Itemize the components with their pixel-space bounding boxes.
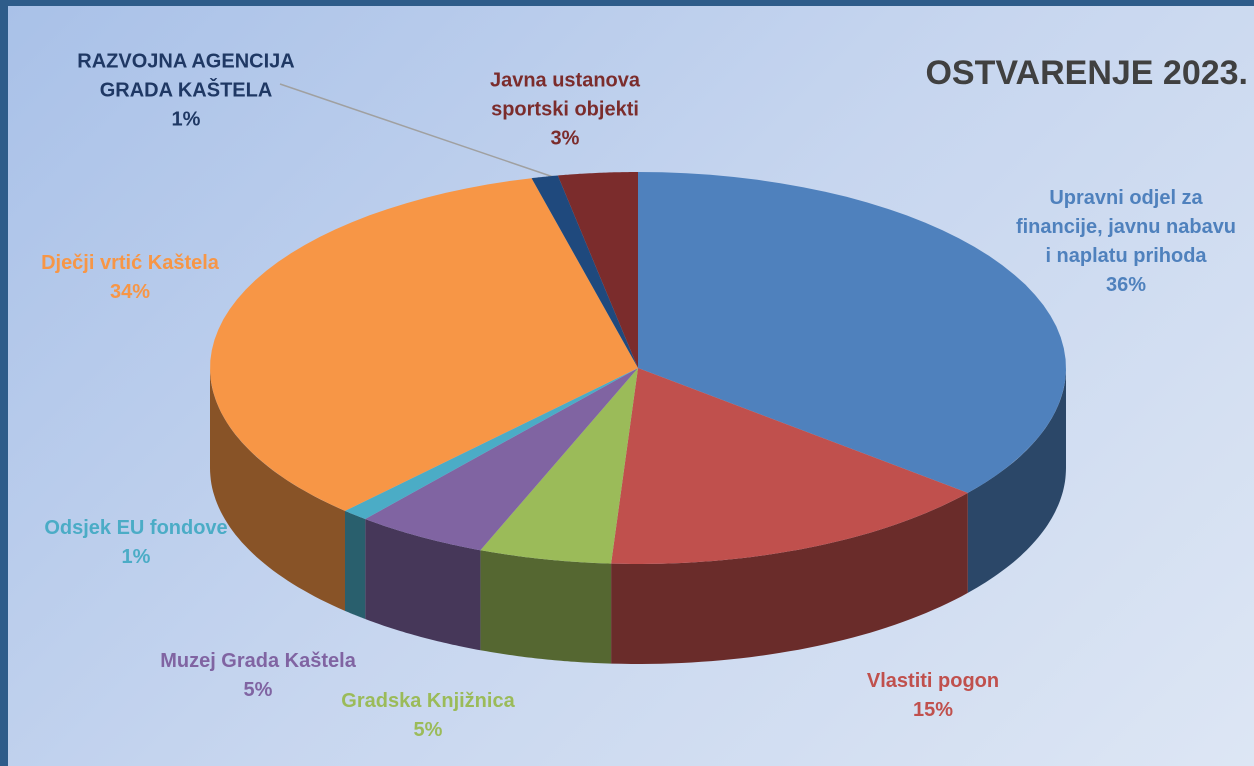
category-label: Vlastiti pogon <box>866 670 1000 692</box>
pie-side <box>967 368 1066 593</box>
slice-label: Upravni odjel za financije, javnu nabavu… <box>1011 184 1241 300</box>
slice-label: Vlastiti pogon 15% <box>818 667 1048 725</box>
pie-side <box>210 368 345 611</box>
pie-slice <box>531 175 638 368</box>
pie-side <box>480 550 612 664</box>
pie-slice <box>480 368 638 564</box>
pie-side <box>611 492 968 664</box>
value-label: 5% <box>243 679 273 701</box>
chart-title: OSTVARENJE 2023. <box>925 54 1248 92</box>
value-label: 3% <box>550 127 580 150</box>
value-label: 15% <box>912 699 954 721</box>
category-label: Gradska Knjižnica <box>341 690 515 712</box>
pie-slice <box>611 368 968 564</box>
pie-side <box>345 510 366 619</box>
category-label: Muzej Grada Kaštela <box>160 650 356 672</box>
category-label: Odsjek EU fondove <box>44 517 228 539</box>
value-label: 36% <box>1105 274 1147 296</box>
pie-slice <box>345 368 638 519</box>
category-label: Upravni odjel za financije, javnu nabavu… <box>1015 187 1237 267</box>
pie-slice <box>210 178 638 511</box>
slice-label: Dječji vrtić Kaštela 34% <box>10 249 250 307</box>
category-label: Javna ustanova sportski objekti <box>489 69 641 121</box>
slice-label: Muzej Grada Kaštela 5% <box>128 647 388 705</box>
leader-line <box>279 83 575 185</box>
value-label: 5% <box>413 719 443 741</box>
slice-label: Odsjek EU fondove 1% <box>16 514 256 572</box>
value-label: 1% <box>121 546 151 568</box>
pie-slice <box>638 172 1066 493</box>
pie-slice <box>365 368 638 551</box>
category-label: Dječji vrtić Kaštela <box>41 252 219 274</box>
pie-canvas <box>210 83 1066 664</box>
value-label: 1% <box>171 108 201 131</box>
pie-slice <box>557 172 638 368</box>
slice-label: Javna ustanova sportski objekti 3% <box>455 67 675 154</box>
slice-label: Gradska Knjižnica 5% <box>308 687 548 745</box>
slice-label: RAZVOJNA AGENCIJA GRADA KAŠTELA 1% <box>71 48 301 135</box>
value-label: 34% <box>109 281 151 303</box>
pie-side <box>365 519 481 651</box>
category-label: RAZVOJNA AGENCIJA GRADA KAŠTELA <box>77 50 295 102</box>
